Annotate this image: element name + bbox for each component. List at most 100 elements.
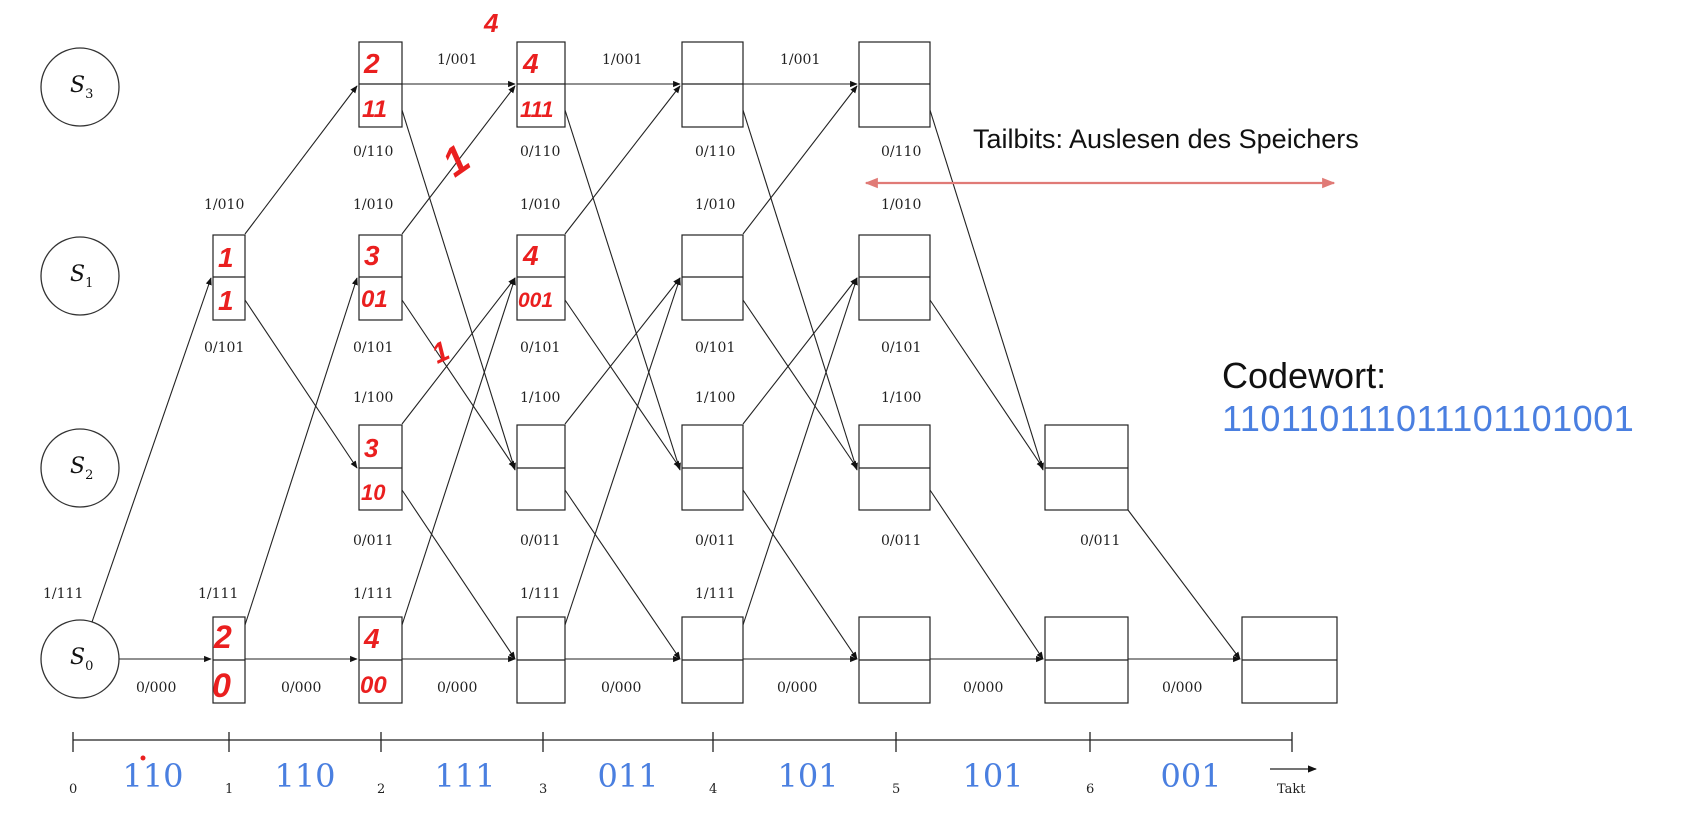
edge-s2-to-s0-t3	[564, 489, 681, 660]
codeword-4: 101	[777, 757, 838, 795]
label-s3-to-s2-t2: 0/110	[353, 144, 393, 160]
hw-t1-s0-path: 0	[212, 667, 231, 705]
node-t4-s3	[681, 41, 744, 128]
label-s3-stay-t2: 1/001	[437, 52, 477, 68]
label-s1-to-s2-t4: 0/101	[695, 340, 735, 356]
label-s0-to-s1-t2: 1/111	[353, 586, 393, 602]
label-s2-to-s0-t6: 0/011	[1080, 533, 1120, 549]
label-s0-to-s1-t1: 1/111	[198, 586, 238, 602]
label-s3-to-s2-t5: 0/110	[881, 144, 921, 160]
edge-s1-to-s2-t4	[742, 299, 858, 469]
label-s1-to-s2-t5: 0/101	[881, 340, 921, 356]
label-s0-stay-t4: 0/000	[777, 680, 817, 696]
codeword-2: 111	[434, 757, 495, 795]
label-s0-to-s1-t0: 1/111	[43, 586, 83, 602]
label-s2-to-s1-t3: 1/100	[520, 390, 560, 406]
edge-s2-to-s0-t4	[742, 489, 858, 660]
edge-s1-to-s3-t3	[564, 85, 681, 235]
edge-s1-to-s2-t3	[564, 299, 681, 469]
hw-t3-s3-metric: 4	[522, 48, 539, 79]
edge-s0-to-s1-t1	[244, 277, 358, 626]
codewort-value: 110110111011101101001	[1222, 398, 1635, 439]
state-s1-base: S	[70, 262, 85, 287]
node-t3-s2	[516, 424, 566, 511]
node-t2-s0	[358, 616, 403, 704]
node-t5-s2	[858, 424, 931, 511]
hw-t2-s2-path: 10	[361, 480, 386, 505]
state-s3-sub: 3	[85, 87, 93, 102]
node-t5-s1	[858, 234, 931, 321]
edge-s1-to-s2-t1	[244, 299, 358, 469]
hw-t2-s3-path: 11	[362, 96, 387, 123]
node-boxes	[212, 41, 1338, 704]
state-s3-base: S	[70, 73, 85, 98]
tick-5: 5	[892, 782, 900, 797]
label-s0-to-s1-t3: 1/111	[520, 586, 560, 602]
label-s1-to-s3-t4: 1/010	[695, 197, 735, 213]
handwritten-metrics: 1 1 2 0 2 11 3 01 3 10 4 00 4 111 4 001 …	[212, 8, 553, 705]
edge-s1-to-s2-t2	[401, 299, 516, 469]
hw-t3-s3-path: 111	[520, 97, 553, 122]
hw-extra-4: 4	[483, 8, 499, 38]
tick-4: 4	[709, 782, 717, 797]
label-s3-to-s2-t4: 0/110	[695, 144, 735, 160]
node-t5-s3	[858, 41, 931, 128]
label-s0-stay-t6: 0/000	[1162, 680, 1202, 696]
label-s2-to-s0-t3: 0/011	[520, 533, 560, 549]
label-s2-to-s0-t2: 0/011	[353, 533, 393, 549]
label-s2-to-s0-t5: 0/011	[881, 533, 921, 549]
edge-s1-to-s3-t1	[244, 85, 358, 235]
label-s1-to-s3-t5: 1/010	[881, 197, 921, 213]
tick-6: 6	[1086, 782, 1094, 797]
label-s0-stay-t0: 0/000	[136, 680, 176, 696]
edge-s0-to-s1-t0	[91, 277, 212, 623]
label-s1-to-s2-t3: 0/101	[520, 340, 560, 356]
edge-s2-to-s0-t2	[401, 489, 516, 660]
label-s0-stay-t2: 0/000	[437, 680, 477, 696]
node-t6-s2	[1044, 424, 1129, 511]
edge-s1-to-s2-t5	[929, 299, 1044, 469]
label-s0-stay-t3: 0/000	[601, 680, 641, 696]
codeword-5: 101	[962, 757, 1023, 795]
hw-t1-s1-path: 1	[218, 285, 234, 316]
state-s1-sub: 1	[85, 276, 93, 291]
state-s0-sub: 0	[85, 659, 93, 674]
node-t3-s3	[516, 41, 566, 128]
hw-extra-1b: 1	[427, 335, 454, 370]
svg-text:S2: S2	[70, 454, 93, 483]
edge-s1-to-s3-t4	[742, 85, 858, 235]
edge-s0-to-s1-t2	[401, 277, 516, 626]
node-t2-s1	[358, 234, 403, 321]
node-t5-s0	[858, 616, 931, 704]
node-t1-s0	[212, 616, 246, 704]
edge-s1-to-s3-t2	[401, 85, 516, 235]
label-s3-stay-t4: 1/001	[780, 52, 820, 68]
hw-t1-s1-metric: 1	[218, 242, 234, 273]
hw-t2-s3-metric: 2	[363, 48, 380, 79]
edge-labels: 1/001 1/001 1/001 0/110 0/110 0/110 0/11…	[43, 52, 1202, 696]
red-dot-mark	[140, 755, 146, 761]
state-s2-base: S	[70, 454, 85, 479]
edge-s2-to-s1-t3	[564, 277, 681, 425]
label-s2-to-s1-t5: 1/100	[881, 390, 921, 406]
edge-s0-to-s1-t3	[564, 277, 681, 626]
label-s1-to-s2-t1: 0/101	[204, 340, 244, 356]
codeword-6: 001	[1160, 757, 1221, 795]
node-t2-s3	[358, 41, 403, 128]
edge-s3-to-s2-t5	[929, 109, 1044, 471]
edge-s3-to-s2-t3	[564, 109, 681, 471]
codeword-0: 110	[122, 757, 183, 795]
state-s1: S1	[40, 236, 120, 316]
hw-t3-s1-path: 001	[518, 289, 553, 312]
axis-label-takt: Takt	[1277, 782, 1306, 797]
label-s0-to-s1-t4: 1/111	[695, 586, 735, 602]
time-axis-ticks: 0 1 2 3 4 5 6 Takt	[69, 782, 1306, 797]
codewort-title: Codewort:	[1222, 355, 1387, 396]
edge-s3-to-s2-t2	[401, 109, 516, 471]
state-s3: S3	[40, 47, 120, 127]
tailbits-note: Tailbits: Auslesen des Speichers	[973, 124, 1359, 154]
label-s2-to-s1-t4: 1/100	[695, 390, 735, 406]
state-s0-base: S	[70, 645, 85, 670]
state-s0: S0	[40, 619, 120, 699]
